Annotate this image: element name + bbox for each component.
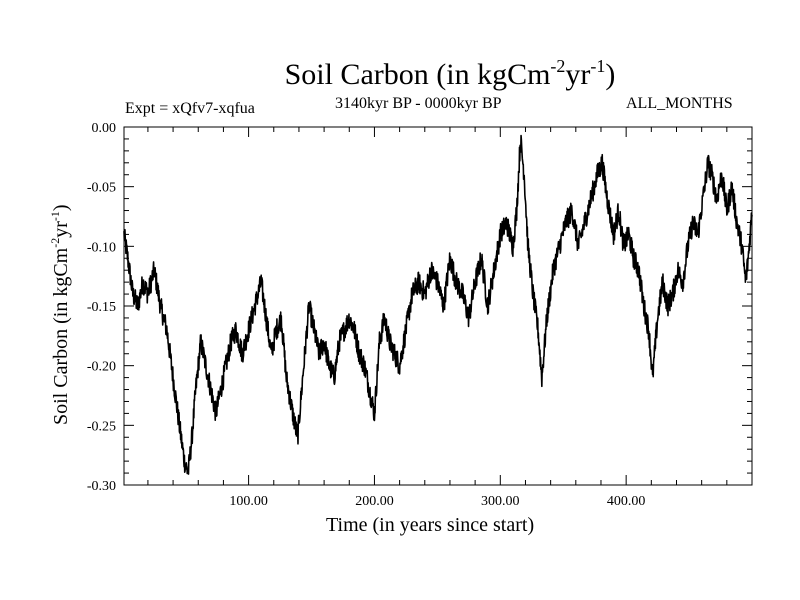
y-tick-label: 0.00: [92, 121, 117, 136]
y-tick-label: -0.25: [87, 419, 116, 434]
y-tick-label: -0.10: [87, 240, 116, 255]
y-tick-label: -0.15: [87, 300, 116, 315]
experiment-label: Expt = xQfv7-xqfua: [125, 100, 255, 117]
x-tick-label: 100.00: [229, 494, 268, 509]
plot-frame: [123, 126, 753, 486]
series-line-soil-carbon: [123, 134, 753, 475]
y-tick-label: -0.20: [87, 360, 116, 375]
chart-title: Soil Carbon (in kgCm-2yr-1): [284, 56, 616, 91]
x-tick-label: 400.00: [607, 494, 646, 509]
x-axis-label: Time (in years since start): [326, 514, 535, 536]
y-tick-label: -0.30: [87, 479, 116, 494]
period-label: 3140kyr BP - 0000kyr BP: [335, 95, 502, 112]
months-label: ALL_MONTHS: [626, 95, 733, 112]
y-tick-label: -0.05: [87, 181, 116, 196]
x-tick-label: 200.00: [355, 494, 394, 509]
x-tick-label: 300.00: [481, 494, 520, 509]
